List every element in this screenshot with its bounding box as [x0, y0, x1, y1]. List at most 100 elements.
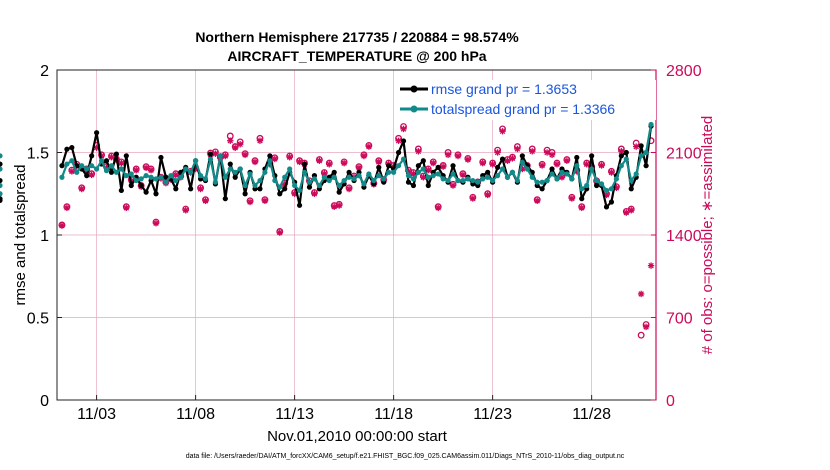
series-point-rmse — [163, 174, 169, 180]
series-point-rmse — [346, 169, 352, 175]
series-point-spread — [623, 156, 629, 162]
obs-assimilated-marker — [241, 151, 249, 159]
series-point-rmse — [118, 187, 124, 194]
series-point-rmse — [108, 169, 115, 175]
obs-assimilated-marker — [484, 191, 491, 199]
series-point-spread — [277, 184, 283, 190]
obs-assimilated-marker — [444, 151, 452, 159]
series-point-spread — [514, 177, 520, 184]
y-tick-label: 1 — [40, 228, 49, 245]
series-point-spread — [608, 186, 615, 192]
series-point-rmse — [59, 163, 65, 169]
obs-assimilated-marker — [642, 323, 650, 331]
legend: rmse grand pr = 1.3653 totalspread grand… — [396, 80, 656, 120]
series-point-rmse — [153, 191, 159, 197]
series-point-spread — [158, 174, 164, 180]
obs-assimilated-marker — [88, 171, 95, 179]
series-point-rmse — [386, 163, 392, 169]
series-point-spread — [287, 166, 293, 172]
obs-assimilated-marker — [286, 154, 293, 161]
obs-assimilated-marker — [464, 156, 472, 163]
series-point-spread — [628, 177, 634, 184]
obs-assimilated-marker — [197, 185, 204, 193]
series-point-rmse — [84, 173, 90, 179]
obs-assimilated-marker — [449, 182, 457, 189]
series-point-spread — [584, 182, 590, 189]
series-point-spread — [113, 169, 120, 175]
series-point-spread — [64, 161, 70, 167]
obs-assimilated-marker — [365, 143, 373, 150]
series-point-spread — [232, 169, 238, 175]
series-point-rmse — [400, 138, 407, 144]
series-point-spread — [0, 191, 3, 197]
series-point-spread — [351, 176, 357, 182]
obs-assimilated-marker — [420, 174, 427, 181]
obs-assimilated-marker — [548, 151, 556, 159]
obs-assimilated-marker — [123, 204, 130, 212]
series-point-spread — [579, 186, 585, 192]
series-point-spread — [559, 169, 565, 175]
series-point-spread — [202, 176, 209, 182]
obs-assimilated-marker — [578, 204, 585, 212]
series-point-spread — [410, 176, 417, 182]
obs-assimilated-marker — [598, 162, 605, 169]
obs-assimilated-marker — [212, 150, 219, 157]
series-point-spread — [494, 173, 501, 179]
obs-assimilated-marker — [479, 159, 486, 167]
obs-assimilated-marker — [63, 204, 71, 212]
obs-assimilated-marker — [276, 229, 283, 236]
obs-assimilated-marker — [415, 148, 422, 155]
obs-assimilated-marker — [430, 159, 437, 167]
series-point-spread — [455, 177, 461, 184]
obs-possible-marker — [637, 331, 645, 339]
obs-assimilated-marker — [459, 171, 467, 179]
obs-assimilated-marker — [261, 197, 269, 205]
obs-assimilated-marker — [529, 148, 536, 155]
series-point-spread — [267, 158, 273, 164]
series-point-rmse — [415, 163, 421, 169]
series-point-spread — [227, 166, 233, 172]
series-point-spread — [98, 158, 105, 164]
series-point-rmse — [494, 164, 501, 170]
series-point-spread — [534, 179, 540, 185]
series-point-rmse — [593, 182, 600, 189]
series-point-rmse — [257, 186, 263, 192]
series-point-spread — [589, 166, 595, 172]
series-point-rmse — [103, 158, 110, 164]
series-point-spread — [415, 169, 421, 175]
obs-assimilated-marker — [538, 162, 546, 169]
series-point-spread — [569, 176, 575, 182]
series-point-rmse — [410, 182, 417, 189]
series-point-spread — [613, 176, 619, 182]
series-point-spread — [84, 166, 90, 172]
obs-assimilated-marker — [583, 161, 590, 168]
series-point-rmse — [0, 197, 3, 203]
series-point-spread — [509, 169, 516, 175]
series-point-spread — [123, 173, 129, 179]
series-point-spread — [381, 176, 387, 182]
obs-assimilated-marker — [400, 125, 407, 133]
series-point-spread — [138, 176, 144, 182]
obs-assimilated-marker — [246, 198, 254, 206]
obs-assimilated-marker — [202, 197, 209, 205]
series-point-rmse — [242, 191, 248, 197]
series-point-rmse — [306, 184, 313, 190]
series-point-spread — [0, 153, 3, 159]
obs-assimilated-marker — [58, 222, 66, 229]
x-tick-label: 11/13 — [275, 406, 314, 423]
obs-assimilated-marker — [514, 145, 521, 153]
series-point-spread — [128, 171, 134, 177]
series-point-rmse — [232, 174, 238, 180]
chart-title-line2: AIRCRAFT_TEMPERATURE @ 200 hPa — [227, 48, 486, 64]
series-point-spread — [89, 163, 95, 169]
obs-assimilated-marker — [331, 203, 338, 210]
obs-assimilated-marker — [326, 161, 333, 168]
series-point-spread — [564, 171, 570, 177]
series-point-spread — [643, 149, 649, 156]
x-tick-label: 11/08 — [176, 406, 215, 423]
series-point-rmse — [549, 166, 555, 172]
obs-assimilated-marker — [375, 158, 382, 166]
obs-assimilated-marker — [533, 197, 541, 205]
series-point-spread — [311, 176, 318, 182]
